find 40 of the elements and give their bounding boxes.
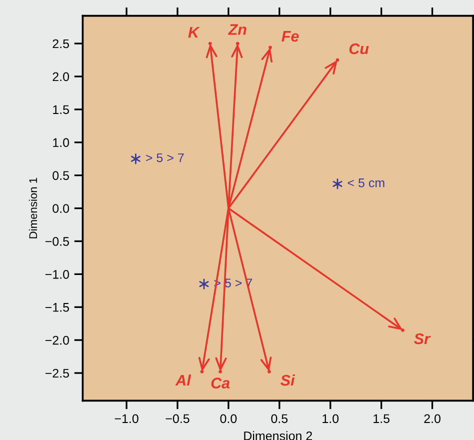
annotation: Al [175,374,192,386]
x-tick-label: −1.0 [114,414,138,424]
y-tick-label: 2.0 [52,72,70,82]
x-tick-label: 1.0 [322,414,339,424]
y-tick-label: 0.5 [52,171,69,180]
y-tick-label: 0.0 [52,204,70,213]
series-label: > 5 > 7 [146,153,184,162]
y-tick-label: −2.5 [45,368,69,378]
annotation: K [188,27,200,38]
y-tick-label: 1.5 [53,105,69,114]
y-tick-label: 1.0 [53,138,70,148]
series-label: < 5 cm [348,178,384,188]
annotation: Zn [228,24,246,35]
x-tick-label: 0.0 [220,414,237,424]
point [200,370,204,374]
annotation: Fe [282,31,299,42]
y-tick-label: −1.5 [45,303,69,312]
y-tick-label: −0.5 [45,237,69,246]
point [401,328,404,332]
point [199,278,209,290]
y-tick-label: 2.5 [52,39,69,48]
x-tick-label: 2.0 [424,414,440,424]
x-tick-label: 1.5 [374,414,390,424]
point [332,178,342,190]
point [218,370,222,374]
annotation: Ca [211,378,230,388]
y-axis-title: Dimension 1 [28,178,38,238]
annotation: Sr [414,333,431,344]
point [208,42,212,46]
point [268,370,271,374]
y-tick-label: −2.0 [45,336,70,345]
annotation: Cu [349,43,369,54]
annotation: Si [280,374,296,386]
x-tick-label: 0.5 [271,414,288,424]
point [268,46,272,50]
point [236,42,240,46]
point [130,153,140,164]
x-axis-title: Dimension 2 [244,431,312,440]
y-tick-label: −1.0 [45,270,70,279]
x-tick-label: −0.5 [166,414,190,424]
